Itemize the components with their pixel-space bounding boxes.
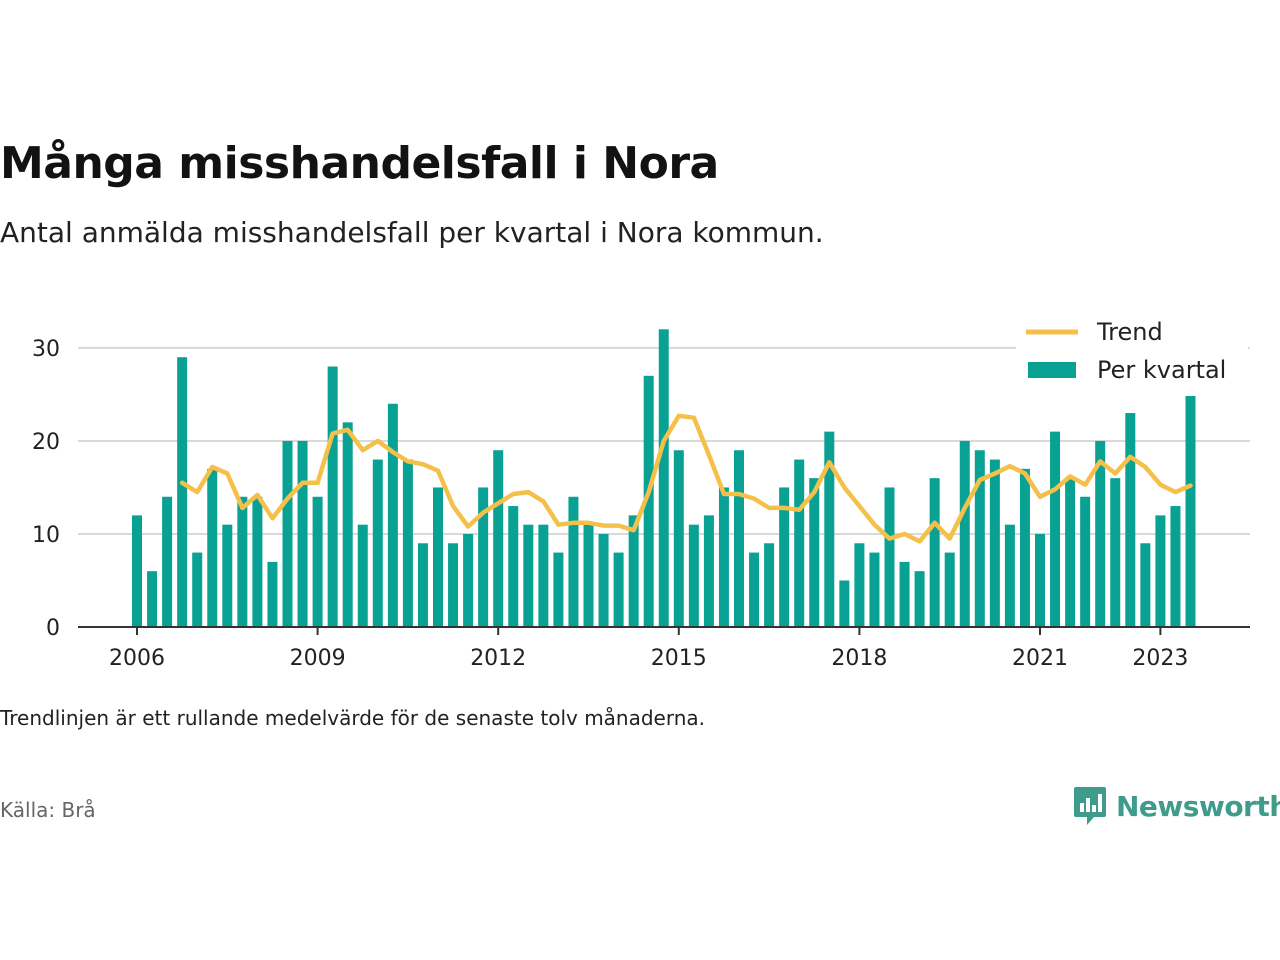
bar bbox=[402, 459, 413, 627]
bar bbox=[613, 552, 624, 627]
trend-line bbox=[179, 413, 1193, 544]
x-tick-label: 2023 bbox=[1132, 646, 1188, 671]
bar bbox=[267, 561, 278, 627]
y-tick-label: 10 bbox=[32, 523, 60, 548]
bar bbox=[959, 440, 970, 627]
bar bbox=[809, 478, 820, 627]
trend-series bbox=[179, 413, 1193, 544]
bar bbox=[794, 459, 805, 627]
bar bbox=[327, 366, 338, 627]
y-tick-label: 20 bbox=[32, 430, 60, 455]
bar bbox=[568, 496, 579, 627]
bar bbox=[884, 487, 895, 627]
bar bbox=[1035, 533, 1045, 627]
bar bbox=[357, 524, 368, 627]
newsworthy-wordmark: Newsworthy bbox=[1116, 789, 1280, 823]
bar bbox=[553, 552, 564, 627]
bar bbox=[297, 440, 308, 627]
bar bbox=[749, 552, 760, 627]
bar bbox=[899, 561, 910, 627]
bar bbox=[583, 524, 594, 627]
chart-note: Trendlinjen är ett rullande medelvärde f… bbox=[0, 706, 706, 730]
bar bbox=[1125, 413, 1136, 627]
bar bbox=[478, 487, 489, 627]
bar bbox=[824, 431, 835, 627]
legend-trend-label: Trend bbox=[1096, 318, 1163, 346]
bar bbox=[162, 496, 173, 627]
bar bbox=[207, 468, 218, 627]
bar bbox=[914, 571, 925, 627]
bar bbox=[147, 571, 158, 627]
bar bbox=[989, 459, 1000, 627]
legend: Trend Per kvartal bbox=[1016, 314, 1248, 396]
chart-title: Många misshandelsfall i Nora bbox=[0, 138, 719, 189]
x-tick-label: 2006 bbox=[109, 646, 165, 671]
bar bbox=[1095, 440, 1106, 627]
bar bbox=[1185, 387, 1196, 627]
bar bbox=[417, 543, 428, 627]
bar bbox=[342, 422, 353, 627]
bar bbox=[1155, 515, 1166, 627]
bar bbox=[252, 496, 263, 627]
bar bbox=[598, 533, 609, 627]
bar bbox=[974, 450, 985, 627]
bar bbox=[718, 487, 729, 627]
bar bbox=[658, 329, 669, 627]
bar bbox=[523, 524, 534, 627]
bar bbox=[372, 459, 383, 627]
bar bbox=[538, 524, 549, 627]
bar bbox=[387, 403, 398, 627]
chart-subtitle: Antal anmälda misshandelsfall per kvarta… bbox=[0, 216, 824, 249]
legend-bar-label: Per kvartal bbox=[1097, 356, 1226, 384]
y-tick-label: 0 bbox=[46, 616, 60, 641]
axes: 2006 2009 2012 2015 2018 2021 2023 bbox=[78, 626, 1250, 671]
bar bbox=[869, 552, 880, 627]
bar bbox=[779, 487, 790, 627]
bar bbox=[1050, 431, 1061, 627]
legend-background bbox=[1016, 314, 1248, 396]
bar bbox=[643, 375, 654, 627]
bar bbox=[854, 543, 865, 627]
bar bbox=[192, 552, 203, 627]
bar bbox=[237, 496, 248, 627]
x-tick-label: 2018 bbox=[831, 646, 887, 671]
bar bbox=[312, 496, 323, 627]
bar bbox=[929, 478, 940, 627]
legend-bar-swatch bbox=[1028, 362, 1076, 378]
bar bbox=[1110, 478, 1121, 627]
bar bbox=[673, 450, 684, 627]
bar bbox=[132, 515, 142, 627]
bar bbox=[508, 506, 519, 627]
bar bbox=[463, 533, 474, 627]
bar bbox=[1004, 524, 1015, 627]
source-credit: Källa: Brå bbox=[0, 798, 96, 822]
bar-line-chart: 0 10 20 30 2006 2009 2012 2015 2018 2021 2023 Tre… bbox=[32, 314, 1250, 671]
newsworthy-logo-icon bbox=[1074, 787, 1106, 825]
bar bbox=[177, 357, 188, 627]
bar bbox=[734, 450, 744, 627]
bar bbox=[688, 524, 699, 627]
bar bbox=[448, 543, 459, 627]
bar-series bbox=[132, 329, 1196, 627]
x-tick-label: 2015 bbox=[651, 646, 707, 671]
x-tick-label: 2012 bbox=[470, 646, 526, 671]
y-tick-label: 30 bbox=[32, 337, 60, 362]
bar bbox=[703, 515, 714, 627]
bar bbox=[1065, 478, 1076, 627]
bar bbox=[1140, 543, 1151, 627]
bar bbox=[222, 524, 233, 627]
bar bbox=[282, 440, 293, 627]
x-tick-label: 2009 bbox=[290, 646, 346, 671]
bar bbox=[628, 515, 639, 627]
bar bbox=[1019, 468, 1030, 627]
bar bbox=[839, 580, 850, 627]
bar bbox=[764, 543, 775, 627]
bar bbox=[1170, 506, 1181, 627]
bar bbox=[433, 487, 443, 627]
bar bbox=[493, 450, 504, 627]
bar bbox=[1080, 496, 1091, 627]
newsworthy-logo[interactable]: Newsworthy bbox=[1072, 784, 1280, 828]
bar bbox=[944, 552, 955, 627]
x-tick-label: 2021 bbox=[1012, 646, 1068, 671]
